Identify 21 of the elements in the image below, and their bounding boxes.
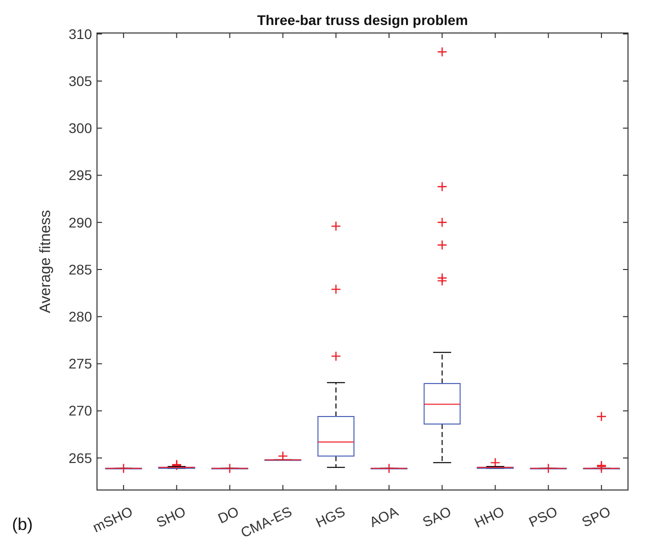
y-tick-label: 295 [68,167,92,184]
x-tick-label: HGS [313,503,348,530]
x-tick-label: HHO [472,503,507,531]
y-tick-label: 300 [68,120,92,136]
chart-title: Three-bar truss design problem [257,12,468,28]
x-tick-label: DO [215,503,242,526]
y-tick-label: 290 [68,214,92,230]
y-tick-label: 270 [68,402,92,419]
x-tick-label: SAO [420,503,454,530]
x-tick-label: AOA [366,502,402,530]
y-tick-label: 265 [68,450,92,466]
y-tick-label: 275 [68,356,92,372]
text: (b) [12,515,33,534]
y-tick-label: 310 [68,26,92,42]
x-tick-label: PSO [526,503,560,530]
x-tick-label: SPO [579,503,613,530]
y-tick-label: 280 [68,308,92,325]
x-tick-label: SHO [154,503,188,530]
y-tick-label: 305 [68,72,92,89]
y-tick-label: 285 [68,261,92,278]
y-axis-title: Average fitness [37,210,54,314]
